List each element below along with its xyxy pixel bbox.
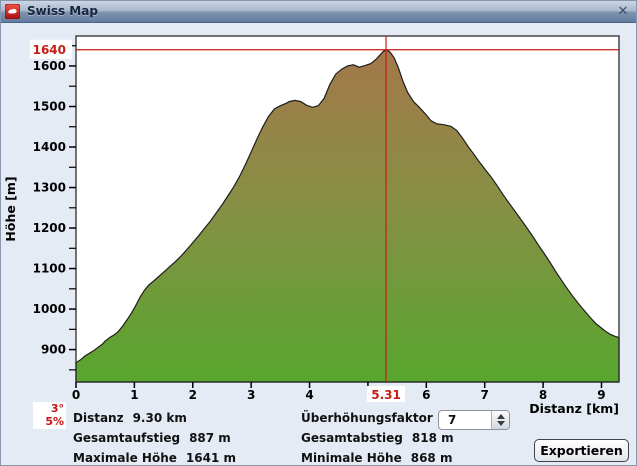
x-tick-label: 2 [189, 388, 197, 402]
exaggeration-factor-spinner[interactable]: 7 [438, 410, 510, 430]
exaggeration-factor-value[interactable]: 7 [448, 413, 457, 427]
max-elevation-label-bg [30, 39, 72, 59]
export-button[interactable]: Exportieren [534, 439, 629, 462]
spinner-up-icon[interactable] [496, 414, 505, 419]
y-tick-label: 1600 [33, 59, 66, 73]
ueberhoehungsfaktor-label: Überhöhungsfaktor [301, 411, 433, 425]
plot-border [75, 35, 620, 383]
stat-gesamtabstieg-value: 818 m [411, 431, 454, 445]
elevation-profile-chart: 900 1000 1100 1200 1300 1400 1500 1600 0 1 2 3 4 6 7 8 9… [3, 35, 620, 416]
stat-gesamtaufstieg: Gesamtaufstieg 887 m [73, 431, 231, 445]
stat-maximale-hoehe-label: Maximale Höhe [73, 451, 177, 465]
stat-minimale-hoehe-value: 868 m [410, 451, 453, 465]
x-tick-label: 3 [247, 388, 255, 402]
stat-gesamtaufstieg-label: Gesamtaufstieg [73, 431, 181, 445]
close-button[interactable]: ✕ [617, 4, 629, 19]
x-tick-label: 9 [597, 388, 605, 402]
y-tick-label: 1100 [33, 262, 66, 276]
stat-maximale-hoehe: Maximale Höhe 1641 m [73, 451, 236, 465]
x-tick-label: 7 [481, 388, 489, 402]
y-tick-label: 1500 [33, 99, 66, 113]
y-tick-label: 1000 [33, 302, 66, 316]
cursor-distance-label: 5.31 [371, 388, 401, 402]
elevation-profile-area [75, 48, 620, 383]
y-tick-label: 1300 [33, 181, 66, 195]
y-tick-label: 1200 [33, 221, 66, 235]
x-tick-label: 1 [130, 388, 138, 402]
window-title: Swiss Map [27, 4, 98, 18]
y-tick-label: 900 [41, 343, 66, 357]
stat-distanz-label: Distanz [73, 411, 124, 425]
x-tick-label: 4 [305, 388, 313, 402]
stat-distanz-value: 9.30 km [132, 411, 187, 425]
max-elevation-label: 1640 [33, 43, 66, 57]
x-tick-label: 0 [72, 388, 80, 402]
spinner-down-icon[interactable] [496, 421, 505, 426]
slope-degrees: 3° [50, 402, 64, 415]
stat-gesamtaufstieg-value: 887 m [189, 431, 231, 445]
x-axis-title: Distanz [km] [529, 401, 619, 416]
stat-minimale-hoehe: Minimale Höhe 868 m [301, 451, 452, 465]
x-tick-label: 6 [422, 388, 430, 402]
title-bar[interactable]: Swiss Map ✕ [1, 1, 636, 23]
slope-indicator: 3° 5% [33, 402, 66, 429]
stat-maximale-hoehe-value: 1641 m [185, 451, 236, 465]
y-axis-title: Höhe [m] [3, 176, 18, 241]
stat-gesamtabstieg: Gesamtabstieg 818 m [301, 431, 454, 445]
y-tick-label: 1400 [33, 140, 66, 154]
stat-gesamtabstieg-label: Gesamtabstieg [301, 431, 403, 445]
stat-minimale-hoehe-label: Minimale Höhe [301, 451, 402, 465]
stat-distanz: Distanz 9.30 km [73, 411, 187, 425]
spinner-arrows[interactable] [491, 411, 509, 429]
x-tick-label: 8 [539, 388, 547, 402]
slope-percent: 5% [45, 415, 64, 428]
swiss-map-app-icon [5, 4, 20, 19]
cursor-distance-label-bg [367, 386, 406, 402]
